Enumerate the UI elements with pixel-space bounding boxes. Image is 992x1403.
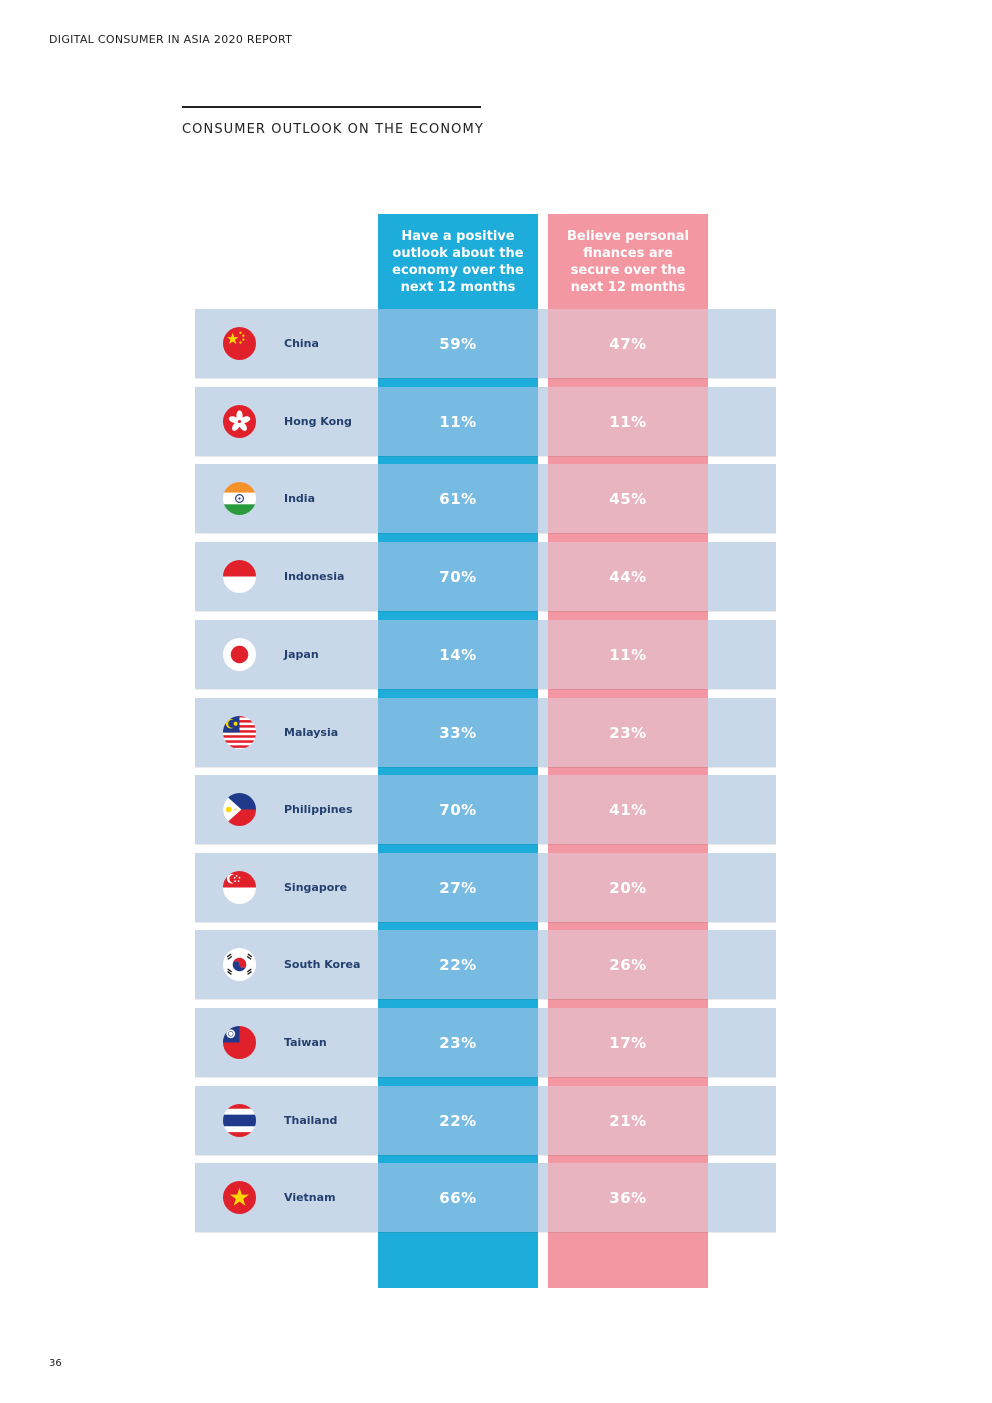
philippines-flag-icon bbox=[222, 792, 257, 827]
table-row: Malaysia 33% 23% bbox=[195, 698, 776, 767]
country-name: Japan bbox=[284, 648, 319, 661]
table-row: Thailand 22% 21% bbox=[195, 1086, 776, 1155]
finances-secure-value: 21% bbox=[548, 1086, 708, 1155]
section-rule bbox=[182, 106, 481, 108]
finances-secure-value: 11% bbox=[548, 387, 708, 456]
south-korea-flag-icon bbox=[222, 947, 257, 982]
finances-secure-value: 26% bbox=[548, 930, 708, 999]
finances-secure-value: 23% bbox=[548, 698, 708, 767]
report-title: DIGITAL CONSUMER IN ASIA 2020 REPORT bbox=[49, 33, 293, 46]
country-name: Malaysia bbox=[284, 726, 339, 739]
country-name: South Korea bbox=[284, 958, 361, 971]
table-row: Hong Kong 11% 11% bbox=[195, 387, 776, 456]
positive-outlook-header: Have a positive outlook about the econom… bbox=[392, 228, 524, 295]
hong-kong-flag-icon bbox=[222, 404, 257, 439]
malaysia-flag-icon bbox=[222, 715, 257, 750]
positive-outlook-value: 70% bbox=[378, 542, 538, 611]
country-name: India bbox=[284, 492, 315, 505]
finances-secure-value: 41% bbox=[548, 775, 708, 844]
country-name: Philippines bbox=[284, 803, 353, 816]
country-name: Thailand bbox=[284, 1114, 338, 1127]
china-flag-icon bbox=[222, 326, 257, 361]
positive-outlook-value: 23% bbox=[378, 1008, 538, 1077]
table-row: Japan 14% 11% bbox=[195, 620, 776, 689]
table-row: Indonesia 70% 44% bbox=[195, 542, 776, 611]
positive-outlook-value: 14% bbox=[378, 620, 538, 689]
finances-secure-value: 11% bbox=[548, 620, 708, 689]
finances-secure-value: 45% bbox=[548, 464, 708, 533]
india-flag-icon bbox=[222, 481, 257, 516]
country-name: Taiwan bbox=[284, 1036, 327, 1049]
positive-outlook-value: 22% bbox=[378, 930, 538, 999]
positive-outlook-value: 33% bbox=[378, 698, 538, 767]
japan-flag-icon bbox=[222, 637, 257, 672]
positive-outlook-value: 61% bbox=[378, 464, 538, 533]
vietnam-flag-icon bbox=[222, 1180, 257, 1215]
positive-outlook-value: 70% bbox=[378, 775, 538, 844]
positive-outlook-value: 59% bbox=[378, 309, 538, 378]
finances-secure-value: 17% bbox=[548, 1008, 708, 1077]
finances-secure-value: 36% bbox=[548, 1163, 708, 1232]
table-row: Vietnam 66% 36% bbox=[195, 1163, 776, 1232]
taiwan-flag-icon bbox=[222, 1025, 257, 1060]
positive-outlook-value: 11% bbox=[378, 387, 538, 456]
thailand-flag-icon bbox=[222, 1103, 257, 1138]
section-title: CONSUMER OUTLOOK ON THE ECONOMY bbox=[182, 122, 484, 137]
table-row: China 59% 47% bbox=[195, 309, 776, 378]
indonesia-flag-icon bbox=[222, 559, 257, 594]
table-row: Philippines 70% 41% bbox=[195, 775, 776, 844]
table-row: South Korea 22% 26% bbox=[195, 930, 776, 999]
country-name: Singapore bbox=[284, 881, 348, 894]
positive-outlook-value: 27% bbox=[378, 853, 538, 922]
table-row: India 61% 45% bbox=[195, 464, 776, 533]
finances-secure-value: 20% bbox=[548, 853, 708, 922]
table-row: Singapore 27% 20% bbox=[195, 853, 776, 922]
positive-outlook-value: 22% bbox=[378, 1086, 538, 1155]
finances-secure-value: 47% bbox=[548, 309, 708, 378]
finances-secure-header: Believe personal finances are secure ove… bbox=[567, 228, 689, 295]
country-name: Indonesia bbox=[284, 570, 345, 583]
country-name: Vietnam bbox=[284, 1191, 336, 1204]
finances-secure-value: 44% bbox=[548, 542, 708, 611]
table-row: Taiwan 23% 17% bbox=[195, 1008, 776, 1077]
country-name: China bbox=[284, 337, 319, 350]
country-name: Hong Kong bbox=[284, 415, 352, 428]
positive-outlook-value: 66% bbox=[378, 1163, 538, 1232]
page-number: 36 bbox=[49, 1358, 62, 1369]
singapore-flag-icon bbox=[222, 870, 257, 905]
